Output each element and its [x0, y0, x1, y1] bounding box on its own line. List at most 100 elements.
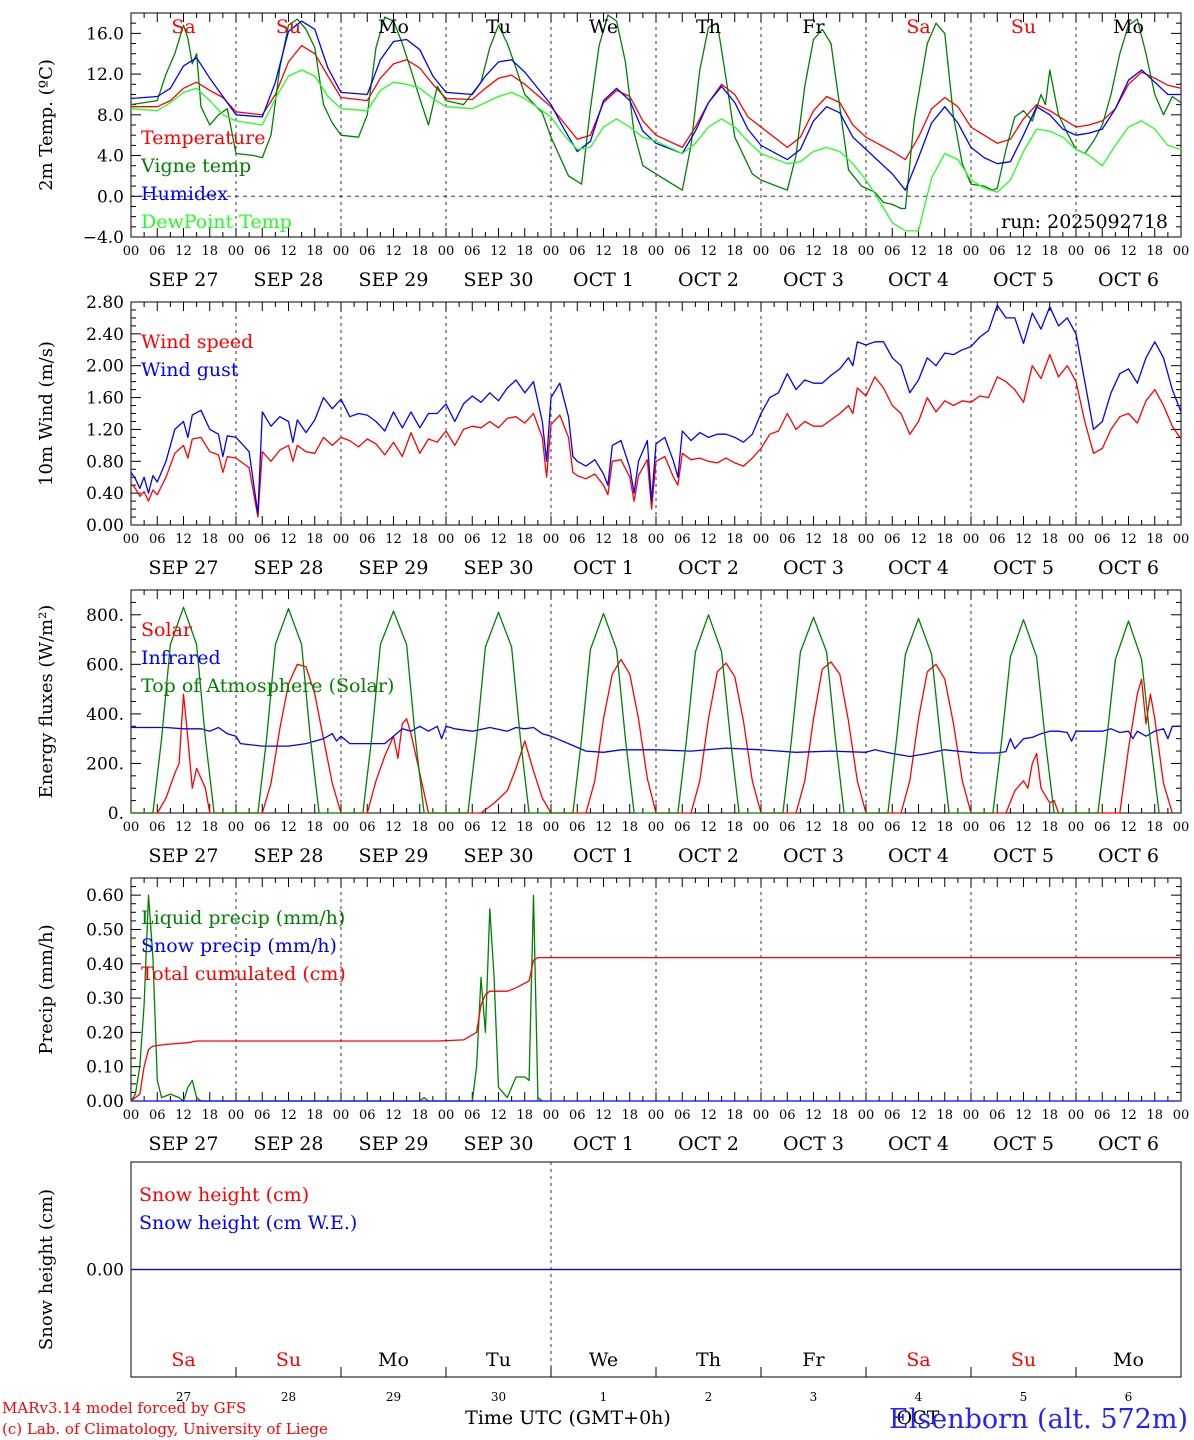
date-label: OCT 5 — [993, 557, 1054, 579]
hour-tick-label: 00 — [753, 244, 770, 259]
series-line-temperature — [131, 44, 1182, 161]
date-label: SEP 30 — [464, 1133, 534, 1155]
y-tick-label: −4.0 — [83, 228, 124, 248]
hour-tick-label: 00 — [438, 820, 455, 835]
y-axis-label: 10m Wind (m/s) — [36, 341, 57, 486]
date-label: OCT 5 — [993, 269, 1054, 291]
hour-tick-label: 18 — [831, 820, 848, 835]
hour-tick-label: 00 — [543, 244, 560, 259]
hour-tick-label: 18 — [1041, 1108, 1058, 1123]
hour-tick-label: 00 — [228, 532, 245, 547]
hour-tick-label: 06 — [779, 1108, 796, 1123]
hour-tick-label: 18 — [516, 244, 533, 259]
panel-wind: 0.00 0.40 0.80 1.20 1.60 2.00 2.40 2.80 10m Wind… — [36, 293, 1189, 579]
y-axis-label: Precip (mm/h) — [36, 924, 57, 1054]
day-abbr-top: Su — [276, 16, 301, 38]
legend-entry: Total cumulated (cm) — [141, 963, 346, 985]
series-line-liquid-precip-mm-h — [130, 894, 543, 1102]
hour-tick-label: 00 — [1068, 244, 1085, 259]
hour-tick-label: 12 — [280, 244, 297, 259]
hour-tick-label: 18 — [201, 820, 218, 835]
legend-entry: DewPoint Temp — [141, 211, 292, 233]
hour-tick-label: 18 — [831, 532, 848, 547]
hour-tick-label: 06 — [779, 532, 796, 547]
date-label: OCT 6 — [1098, 269, 1159, 291]
hour-tick-label: 12 — [280, 1108, 297, 1123]
day-abbr-top: Sa — [906, 16, 930, 38]
hour-tick-label: 06 — [1094, 1108, 1111, 1123]
hour-tick-label: 00 — [963, 1108, 980, 1123]
y-tick-label: 600. — [86, 655, 124, 675]
hour-tick-label: 00 — [228, 244, 245, 259]
hour-tick-label: 18 — [831, 1108, 848, 1123]
hour-tick-label: 12 — [805, 820, 822, 835]
y-tick-label: 0.00 — [86, 1261, 124, 1281]
hour-tick-label: 06 — [989, 244, 1006, 259]
legend-entry: Liquid precip (mm/h) — [141, 907, 345, 929]
hour-tick-label: 12 — [595, 1108, 612, 1123]
panel-precip: 0.00 0.10 0.20 0.30 0.40 0.50 0.60 Precip (mm/h… — [36, 877, 1189, 1155]
hour-tick-label: 00 — [543, 1108, 560, 1123]
hour-tick-label: 18 — [1041, 532, 1058, 547]
date-label: OCT 1 — [573, 269, 634, 291]
legend-entry: Wind gust — [141, 359, 239, 381]
day-number: 1 — [600, 1390, 608, 1404]
y-axis-label: 2m Temp. (ºC) — [36, 59, 57, 191]
hour-tick-label: 12 — [595, 244, 612, 259]
date-label: OCT 3 — [783, 1133, 844, 1155]
hour-tick-label: 18 — [201, 244, 218, 259]
hour-tick-label: 00 — [858, 1108, 875, 1123]
date-label: SEP 30 — [464, 269, 534, 291]
legend-entry: Humidex — [141, 183, 228, 205]
date-label: SEP 27 — [149, 845, 219, 867]
hour-tick-label: 06 — [464, 820, 481, 835]
hour-tick-label: 00 — [858, 532, 875, 547]
day-number: 3 — [810, 1390, 818, 1404]
day-abbr-bottom: Mo — [378, 1349, 409, 1371]
day-abbr-bottom: Th — [696, 1349, 721, 1371]
series-line-infrared — [131, 725, 1181, 758]
date-label: OCT 2 — [678, 1133, 739, 1155]
date-label: SEP 30 — [464, 557, 534, 579]
hour-tick-label: 06 — [674, 1108, 691, 1123]
legend-entry: Temperature — [141, 127, 265, 149]
date-label: SEP 30 — [464, 845, 534, 867]
hour-tick-label: 00 — [228, 1108, 245, 1123]
legend-entry: Snow height (cm W.E.) — [139, 1212, 357, 1234]
date-label: SEP 27 — [149, 269, 219, 291]
hour-tick-label: 12 — [700, 244, 717, 259]
hour-tick-label: 18 — [936, 532, 953, 547]
y-tick-label: 0.0 — [97, 187, 124, 207]
y-axis-label: Energy fluxes (W/m²) — [36, 605, 57, 799]
hour-tick-label: 12 — [805, 1108, 822, 1123]
hour-tick-label: 12 — [595, 820, 612, 835]
hour-tick-label: 12 — [490, 820, 507, 835]
hour-tick-label: 00 — [333, 532, 350, 547]
hour-tick-label: 12 — [1015, 1108, 1032, 1123]
hour-tick-label: 12 — [910, 1108, 927, 1123]
date-label: OCT 2 — [678, 269, 739, 291]
y-tick-label: 2.40 — [86, 325, 124, 345]
y-tick-label: 400. — [86, 705, 124, 725]
hour-tick-label: 06 — [674, 244, 691, 259]
hour-tick-label: 06 — [359, 532, 376, 547]
hour-tick-label: 12 — [1015, 532, 1032, 547]
hour-tick-label: 18 — [1041, 820, 1058, 835]
date-label: OCT 2 — [678, 557, 739, 579]
hour-tick-label: 12 — [280, 532, 297, 547]
date-label: SEP 28 — [254, 1133, 324, 1155]
series-line-top-of-atmosphere-solar — [131, 606, 1160, 814]
hour-tick-label: 00 — [333, 1108, 350, 1123]
hour-tick-label: 06 — [464, 1108, 481, 1123]
hour-tick-label: 06 — [884, 532, 901, 547]
hour-tick-label: 18 — [411, 1108, 428, 1123]
hour-tick-label: 06 — [464, 244, 481, 259]
y-tick-label: 4.0 — [97, 147, 124, 167]
hour-tick-label: 18 — [726, 244, 743, 259]
day-number: 4 — [915, 1390, 923, 1404]
hour-tick-label: 12 — [175, 532, 192, 547]
hour-tick-label: 06 — [884, 820, 901, 835]
hour-tick-label: 00 — [123, 820, 140, 835]
hour-tick-label: 06 — [149, 1108, 166, 1123]
hour-tick-label: 00 — [228, 820, 245, 835]
